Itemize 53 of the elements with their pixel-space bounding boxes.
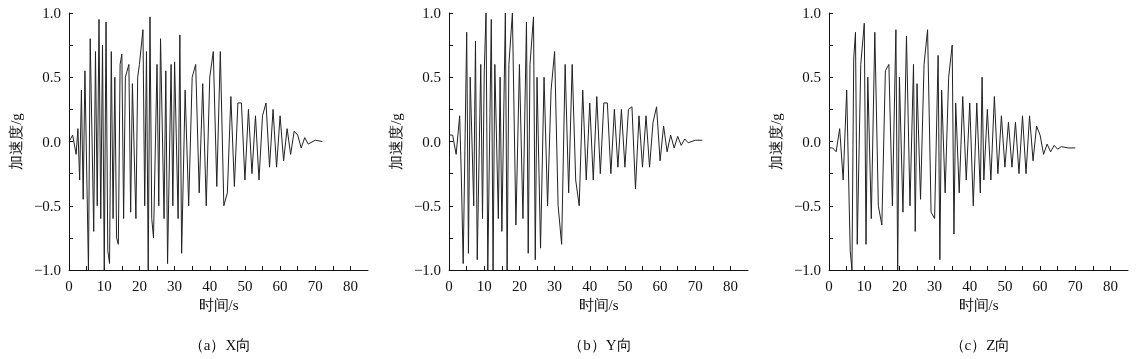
x-tick-label: 50 [237, 277, 253, 294]
x-tick-label: 40 [582, 277, 598, 294]
x-tick-label: 20 [131, 277, 147, 294]
y-axis-title: 加速度/g [387, 112, 404, 170]
y-tick-label: 0.5 [42, 69, 62, 86]
x-tick-label: 60 [1032, 277, 1048, 294]
x-tick-label: 50 [997, 277, 1013, 294]
x-tick-label: 10 [476, 277, 492, 294]
x-tick-label: 40 [202, 277, 218, 294]
x-tick-label: 70 [307, 277, 323, 294]
line-series [828, 22, 1076, 271]
x-axis-title: 时间/s [578, 297, 619, 314]
x-tick-label: 10 [96, 277, 112, 294]
x-axis-title: 时间/s [198, 297, 239, 314]
x-tick-label: 30 [167, 277, 183, 294]
text: （c）Z向 [949, 336, 1011, 353]
y-tick-label: −1.0 [33, 262, 62, 278]
x-tick-label: 0 [65, 277, 73, 294]
x-tick-label: 80 [722, 277, 738, 294]
text: （a）X向 [188, 336, 252, 353]
y-tick-label: 1.0 [422, 5, 442, 21]
x-tick-label: 40 [962, 277, 978, 294]
line-series [68, 16, 323, 271]
y-tick-label: 1.0 [42, 5, 62, 21]
y-tick-label: −0.5 [793, 197, 822, 214]
x-tick-label: 60 [652, 277, 668, 294]
y-tick-label: 0.5 [422, 69, 442, 86]
x-tick-label: 50 [617, 277, 633, 294]
text: （b）Y向 [568, 336, 632, 353]
x-tick-label: 60 [272, 277, 288, 294]
x-tick-label: 80 [342, 277, 358, 294]
y-tick-label: 0.0 [802, 133, 822, 150]
x-axis-title: 时间/s [958, 297, 999, 314]
x-tick-label: 70 [687, 277, 703, 294]
x-tick-label: 30 [547, 277, 563, 294]
x-tick-label: 80 [1102, 277, 1118, 294]
y-axis-title: 加速度/g [767, 112, 784, 170]
x-tick-label: 0 [445, 277, 453, 294]
x-tick-label: 20 [891, 277, 907, 294]
y-tick-label: −0.5 [413, 197, 442, 214]
y-tick-label: 0.0 [422, 133, 442, 150]
y-tick-label: −1.0 [413, 262, 442, 278]
y-tick-label: −1.0 [793, 262, 822, 278]
x-tick-label: 0 [825, 277, 833, 294]
x-tick-label: 10 [856, 277, 872, 294]
x-tick-label: 20 [511, 277, 527, 294]
y-tick-label: 1.0 [802, 5, 822, 21]
x-tick-label: 70 [1067, 277, 1083, 294]
y-axis-title: 加速度/g [7, 112, 24, 170]
y-tick-label: 0.5 [802, 69, 822, 86]
y-tick-label: −0.5 [33, 197, 62, 214]
x-tick-label: 30 [927, 277, 943, 294]
y-tick-label: 0.0 [42, 133, 62, 150]
